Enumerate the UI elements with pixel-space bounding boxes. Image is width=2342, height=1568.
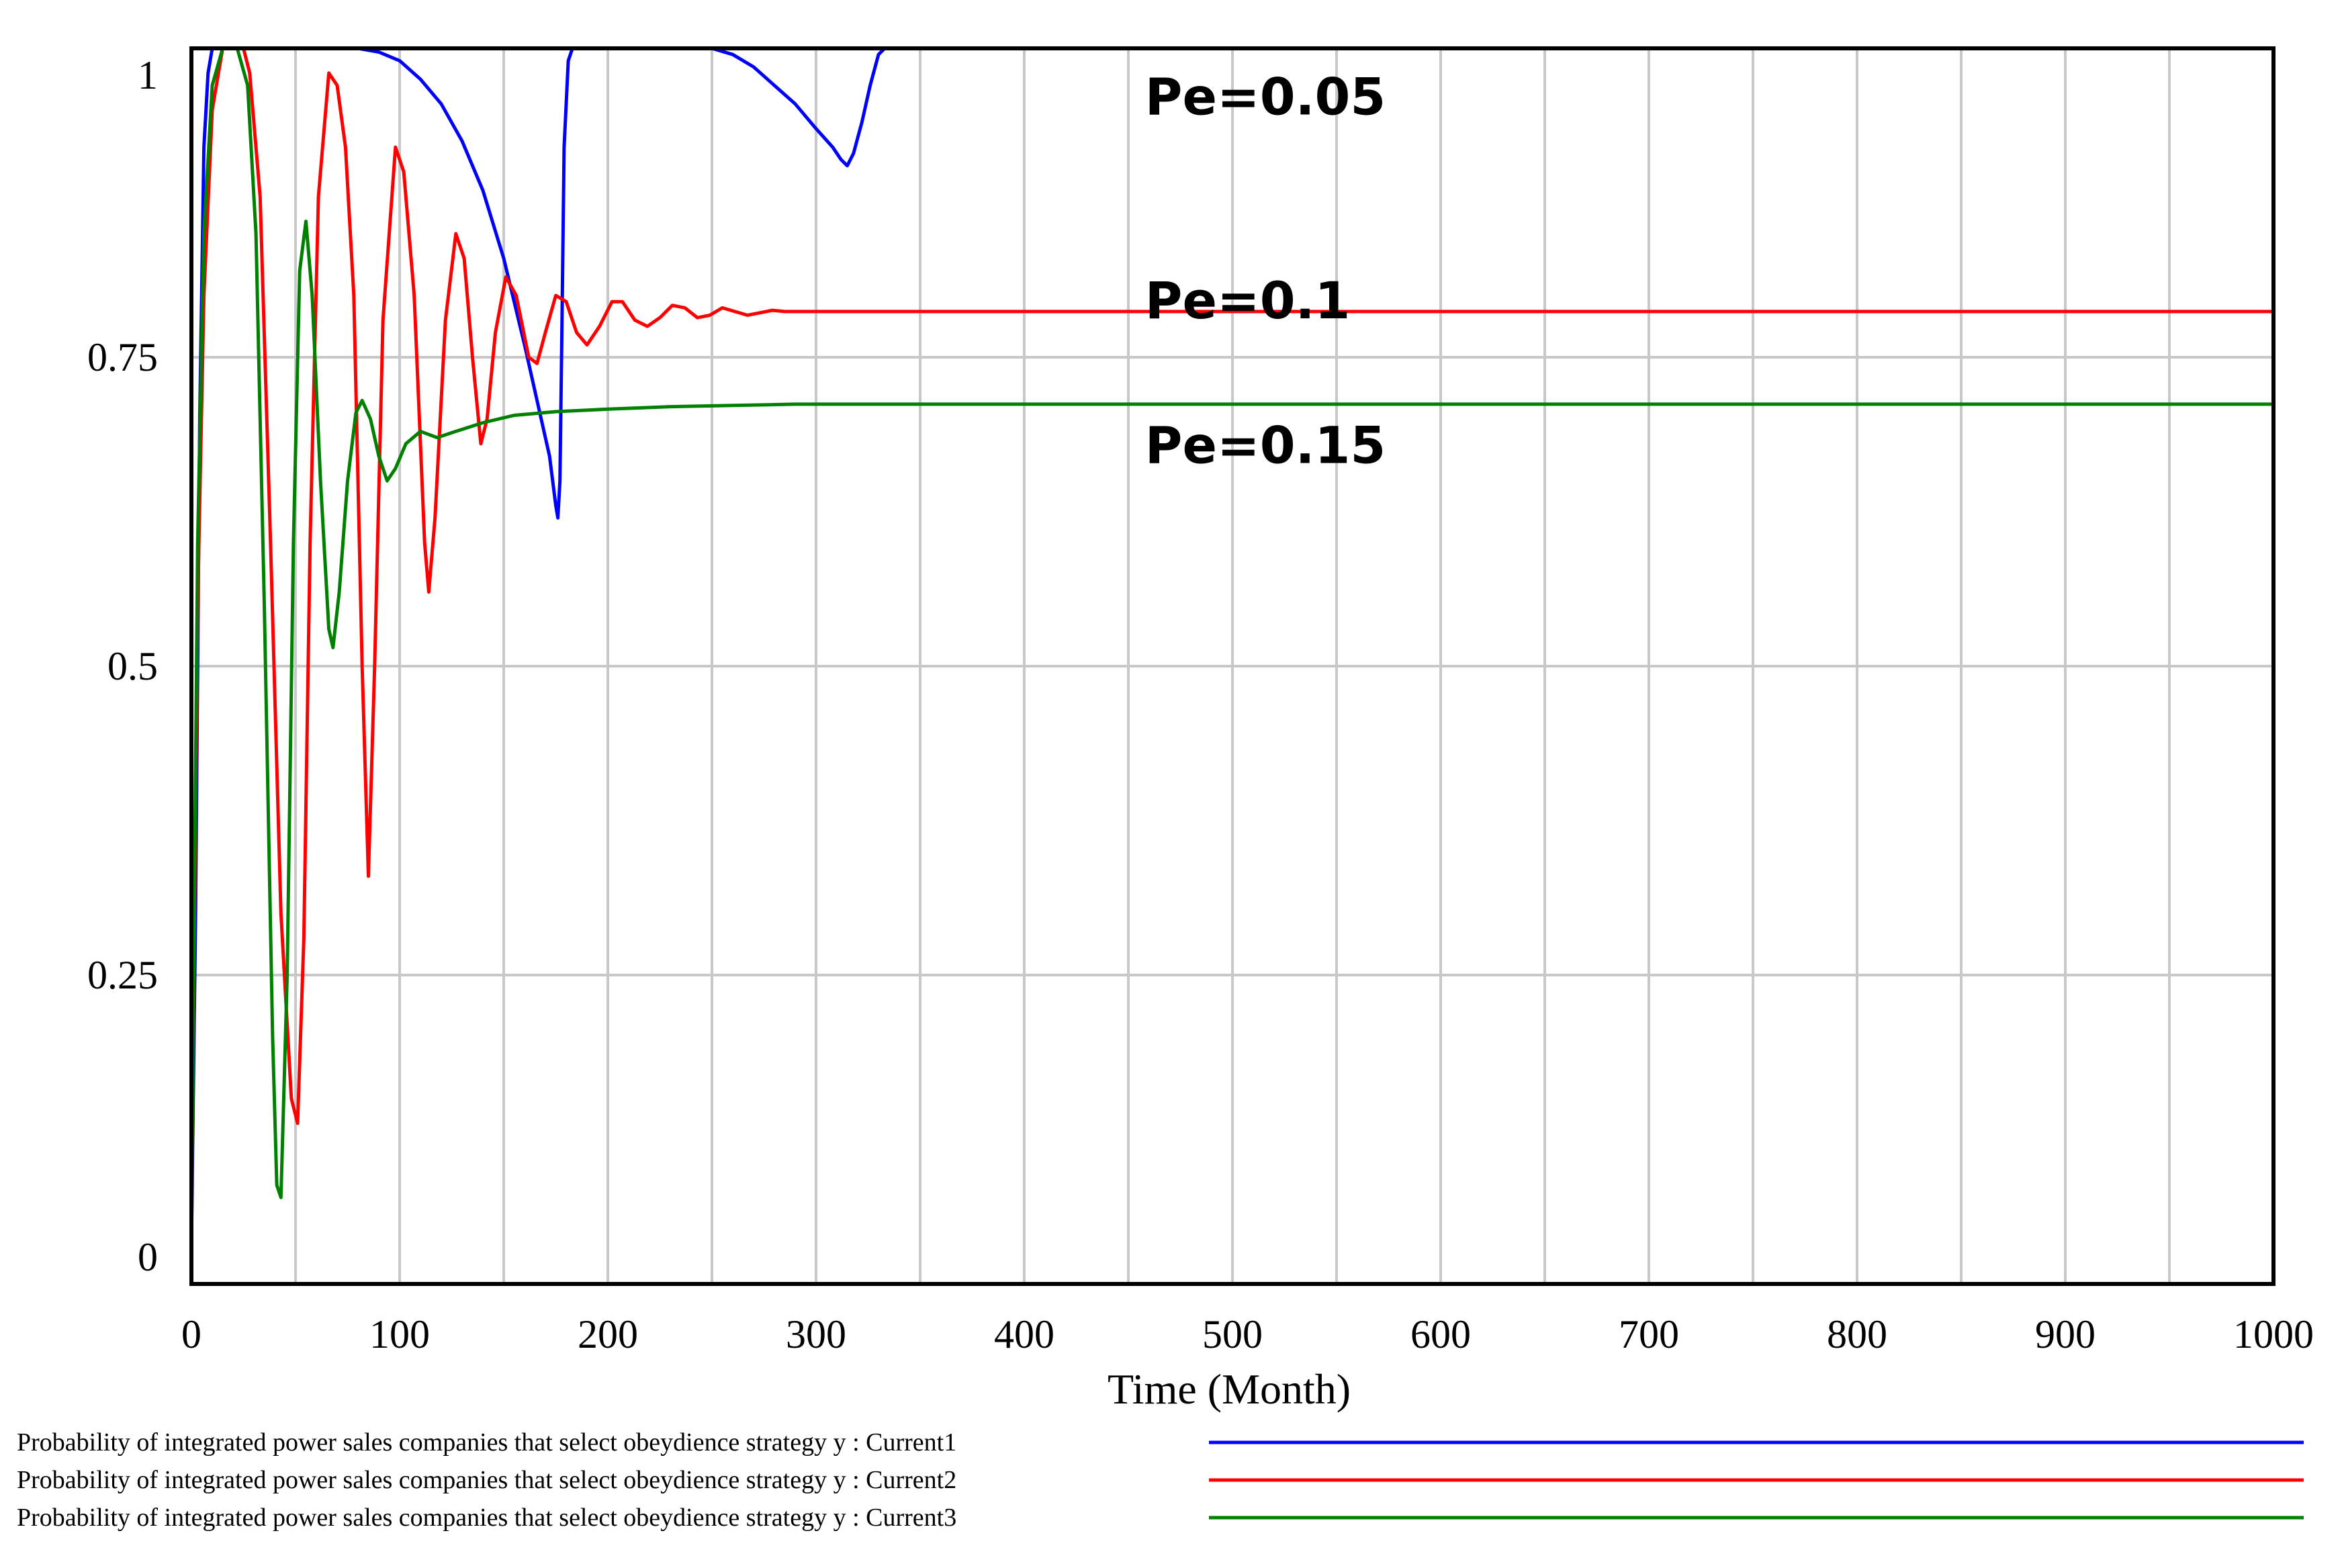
x-tick-label: 100 bbox=[369, 1312, 430, 1356]
x-tick-label: 1000 bbox=[2233, 1312, 2314, 1356]
x-tick-label: 200 bbox=[578, 1312, 638, 1356]
legend-label-3: Probability of integrated power sales co… bbox=[17, 1504, 956, 1532]
y-tick-label: 0 bbox=[138, 1235, 158, 1279]
legend-label-1: Probability of integrated power sales co… bbox=[17, 1428, 956, 1457]
x-tick-label: 600 bbox=[1410, 1312, 1471, 1356]
y-tick-label: 1 bbox=[138, 53, 158, 97]
x-tick-label: 300 bbox=[786, 1312, 846, 1356]
y-tick-label: 0.5 bbox=[107, 644, 158, 688]
series-annotation-3: Pe=0.15 bbox=[1145, 415, 1386, 475]
y-axis-tick-labels: 0 0.25 0.5 0.75 1 bbox=[87, 53, 158, 1279]
y-tick-label: 0.75 bbox=[87, 335, 158, 379]
x-tick-label: 0 bbox=[181, 1312, 201, 1356]
x-tick-label: 900 bbox=[2035, 1312, 2096, 1356]
plot-frame bbox=[189, 46, 2276, 1286]
x-tick-label: 800 bbox=[1827, 1312, 1887, 1356]
x-axis-tick-labels: 0 100 200 300 400 500 600 700 800 900 1000 bbox=[181, 1312, 2314, 1356]
series-annotation-2: Pe=0.1 bbox=[1145, 271, 1351, 330]
series-line-3 bbox=[189, 46, 2273, 1223]
plot-border bbox=[189, 46, 2276, 1286]
x-axis-title: Time (Month) bbox=[1108, 1365, 1351, 1413]
legend: Probability of integrated power sales co… bbox=[17, 1428, 2304, 1532]
legend-label-2: Probability of integrated power sales co… bbox=[17, 1466, 956, 1494]
grid-lines bbox=[191, 48, 2273, 1284]
x-tick-label: 500 bbox=[1202, 1312, 1263, 1356]
x-tick-label: 400 bbox=[994, 1312, 1054, 1356]
series-line-2 bbox=[189, 46, 2273, 1223]
series-annotations: Pe=0.05 Pe=0.1 Pe=0.15 bbox=[1145, 67, 1386, 475]
x-tick-label: 700 bbox=[1619, 1312, 1679, 1356]
y-tick-label: 0.25 bbox=[87, 953, 158, 997]
series-annotation-1: Pe=0.05 bbox=[1145, 67, 1386, 127]
